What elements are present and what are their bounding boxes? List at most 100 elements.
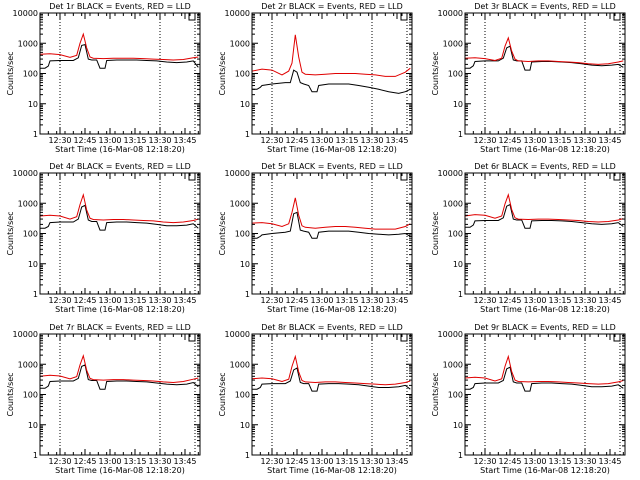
x-axis-label: Start Time (16-Mar-08 12:18:20) <box>55 145 185 154</box>
time-bracket <box>613 13 621 21</box>
x-tick-label: 12:30 <box>260 136 283 145</box>
chart-panel-3: Det 3r BLACK = Events, RED = LLD Start Ti… <box>431 2 626 154</box>
y-tick-label: 10000 <box>225 169 250 178</box>
time-bracket <box>400 334 408 342</box>
chart-panel-9: Det 9r BLACK = Events, RED = LLD Start Ti… <box>431 323 626 475</box>
x-tick-label: 13:30 <box>573 296 596 305</box>
x-tick-label: 12:45 <box>73 296 96 305</box>
chart-panel-1: Det 1r BLACK = Events, RED = LLD Start Ti… <box>6 2 201 154</box>
y-tick-label: 10 <box>28 421 38 430</box>
x-tick-label: 13:45 <box>173 136 196 145</box>
chart-title: Det 1r BLACK = Events, RED = LLD <box>49 2 191 11</box>
series-line-lld <box>464 354 624 385</box>
chart-title: Det 2r BLACK = Events, RED = LLD <box>261 2 403 11</box>
x-tick-label: 13:30 <box>360 136 383 145</box>
series-line-events <box>465 203 624 229</box>
chart-panel-5: Det 5r BLACK = Events, RED = LLD Start Ti… <box>218 162 413 314</box>
x-tick-label: 12:30 <box>473 457 496 466</box>
y-tick-label: 10 <box>453 260 463 269</box>
y-tick-label: 1000 <box>230 39 250 48</box>
x-tick-label: 13:00 <box>98 136 121 145</box>
x-tick-label: 13:45 <box>385 296 408 305</box>
x-tick-label: 13:15 <box>123 296 146 305</box>
y-tick-label: 10000 <box>438 169 463 178</box>
series-line-lld <box>39 354 199 384</box>
series-line-events <box>465 366 624 392</box>
y-tick-label: 1000 <box>18 199 38 208</box>
y-tick-label: 10000 <box>438 330 463 339</box>
y-tick-label: 1 <box>33 290 38 299</box>
y-tick-label: 1000 <box>230 199 250 208</box>
time-bracket <box>613 334 621 342</box>
y-axis-label: Counts/sec <box>431 372 440 416</box>
x-tick-label: 13:30 <box>360 296 383 305</box>
y-axis-label: Counts/sec <box>6 372 15 416</box>
y-tick-label: 100 <box>448 391 463 400</box>
series-line-lld <box>464 36 624 65</box>
time-bracket <box>188 173 196 181</box>
x-tick-label: 13:30 <box>148 296 171 305</box>
x-tick-label: 13:30 <box>573 136 596 145</box>
chart-panel-6: Det 6r BLACK = Events, RED = LLD Start Ti… <box>431 162 626 314</box>
y-tick-label: 1 <box>245 290 250 299</box>
y-tick-label: 1 <box>458 451 463 460</box>
y-tick-label: 10000 <box>438 9 463 18</box>
x-axis-label: Start Time (16-Mar-08 12:18:20) <box>480 466 610 475</box>
series-line-events <box>252 211 411 239</box>
x-tick-label: 12:30 <box>48 136 71 145</box>
series-line-lld <box>39 32 199 61</box>
x-tick-label: 13:45 <box>385 136 408 145</box>
y-tick-label: 1 <box>33 130 38 139</box>
x-tick-label: 13:00 <box>523 296 546 305</box>
y-tick-label: 10 <box>240 100 250 109</box>
y-tick-label: 10 <box>453 100 463 109</box>
x-axis-label: Start Time (16-Mar-08 12:18:20) <box>55 466 185 475</box>
y-tick-label: 1 <box>33 451 38 460</box>
series-line-lld <box>39 192 199 224</box>
x-tick-label: 13:00 <box>523 457 546 466</box>
plot-frame <box>39 12 201 135</box>
y-tick-label: 100 <box>23 391 38 400</box>
plot-frame <box>464 12 626 135</box>
y-tick-label: 10000 <box>13 169 38 178</box>
x-tick-label: 13:45 <box>385 457 408 466</box>
plot-frame <box>251 333 413 456</box>
y-tick-label: 1 <box>458 130 463 139</box>
series-line-events <box>252 367 411 392</box>
chart-panel-8: Det 8r BLACK = Events, RED = LLD Start Ti… <box>218 323 413 475</box>
x-tick-label: 12:30 <box>473 136 496 145</box>
x-tick-label: 13:00 <box>98 457 121 466</box>
x-tick-label: 12:30 <box>260 457 283 466</box>
x-axis-label: Start Time (16-Mar-08 12:18:20) <box>267 305 397 314</box>
x-axis-label: Start Time (16-Mar-08 12:18:20) <box>267 145 397 154</box>
y-tick-label: 1000 <box>230 360 250 369</box>
x-tick-label: 12:30 <box>260 296 283 305</box>
series-line-events <box>465 45 624 71</box>
x-axis-label: Start Time (16-Mar-08 12:18:20) <box>55 305 185 314</box>
series-line-events <box>252 69 411 94</box>
y-tick-label: 1 <box>245 451 250 460</box>
time-bracket <box>400 173 408 181</box>
y-tick-label: 1 <box>458 290 463 299</box>
y-axis-label: Counts/sec <box>431 51 440 95</box>
x-tick-label: 13:30 <box>360 457 383 466</box>
x-tick-label: 13:15 <box>548 296 571 305</box>
x-tick-label: 12:45 <box>285 136 308 145</box>
time-bracket <box>188 13 196 21</box>
series-line-lld <box>251 34 411 77</box>
chart-title: Det 4r BLACK = Events, RED = LLD <box>49 162 191 171</box>
x-tick-label: 13:15 <box>123 136 146 145</box>
chart-title: Det 7r BLACK = Events, RED = LLD <box>49 323 191 332</box>
x-tick-label: 13:00 <box>310 296 333 305</box>
x-tick-label: 13:15 <box>335 136 358 145</box>
y-tick-label: 1 <box>245 130 250 139</box>
x-tick-label: 12:45 <box>498 136 521 145</box>
x-tick-label: 13:00 <box>523 136 546 145</box>
y-tick-label: 10 <box>240 421 250 430</box>
x-tick-label: 12:45 <box>498 457 521 466</box>
chart-title: Det 5r BLACK = Events, RED = LLD <box>261 162 403 171</box>
chart-panel-2: Det 2r BLACK = Events, RED = LLD Start Ti… <box>218 2 413 154</box>
plot-frame <box>464 333 626 456</box>
y-tick-label: 100 <box>235 70 250 79</box>
